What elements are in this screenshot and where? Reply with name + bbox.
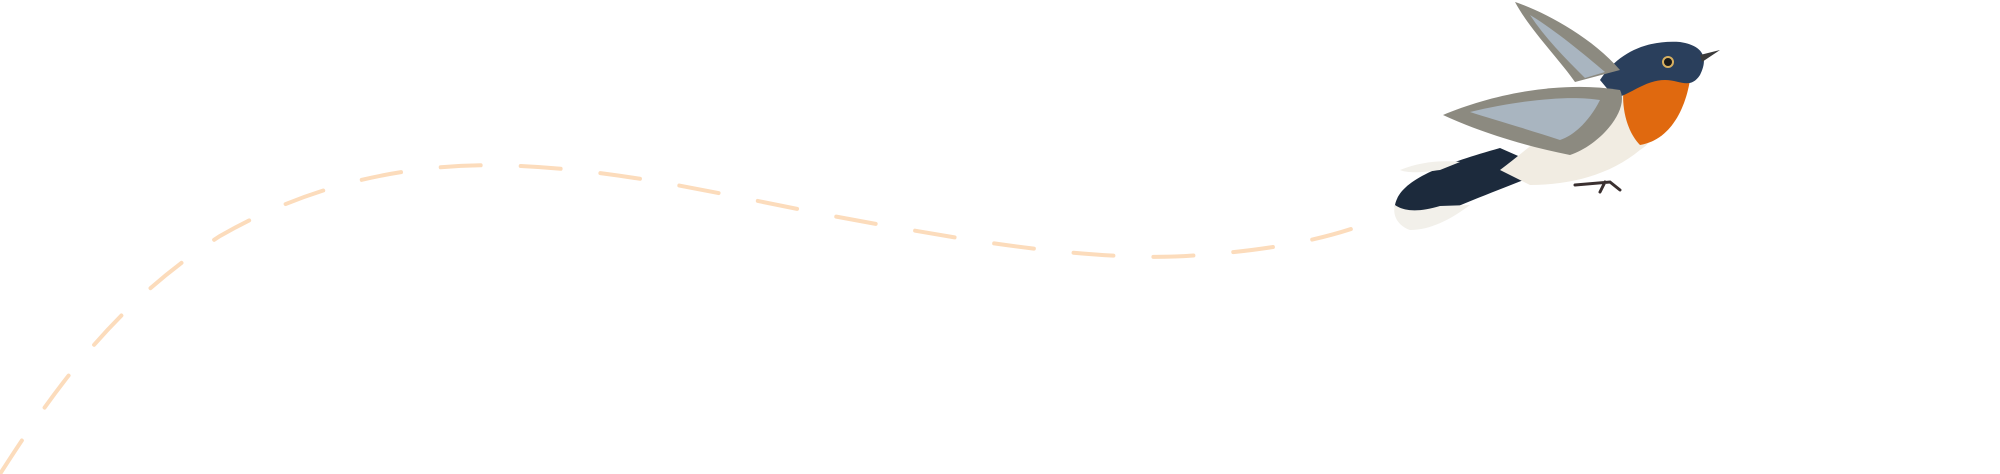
bird-eye — [1662, 56, 1674, 68]
dashed-flight-path — [0, 163, 1362, 474]
bird-throat — [1623, 71, 1690, 145]
bird-tail-tip-upper — [1400, 161, 1460, 173]
bird-upper-wing-highlight — [1530, 15, 1605, 78]
bird-illustration — [1394, 2, 1720, 230]
bird-feet — [1573, 180, 1622, 194]
bird-head — [1600, 41, 1704, 98]
bird-tail-tip — [1394, 205, 1470, 230]
bird-beak — [1700, 50, 1720, 62]
bird-lower-wing-highlight — [1470, 98, 1600, 140]
